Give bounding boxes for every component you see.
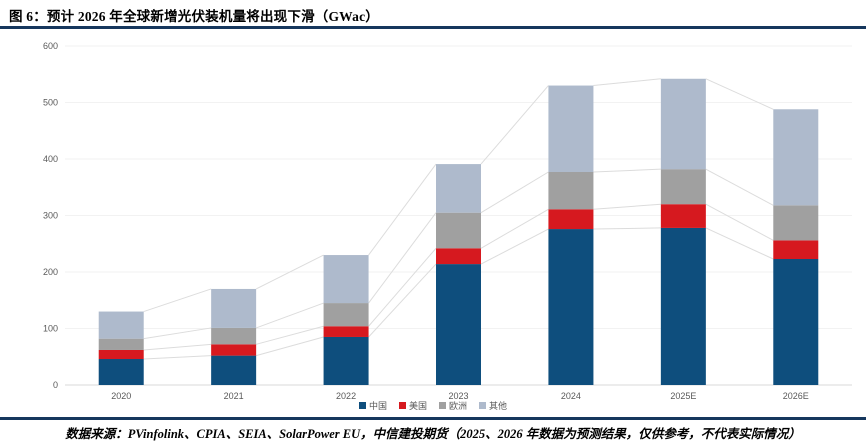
- legend-swatch: [479, 402, 487, 409]
- bar-segment-美国: [323, 326, 369, 337]
- bar-segment-美国: [548, 209, 594, 230]
- bar-segment-中国: [323, 336, 369, 385]
- bar-segment-其他: [660, 78, 706, 170]
- bar-segment-美国: [773, 240, 819, 260]
- bar-segment-其他: [211, 288, 257, 328]
- bar-segment-美国: [660, 204, 706, 228]
- bar-segment-美国: [98, 349, 144, 360]
- bars-group: [98, 78, 819, 385]
- bar-segment-中国: [436, 264, 481, 385]
- bar-segment-欧洲: [323, 303, 369, 327]
- bar-segment-其他: [323, 255, 369, 304]
- bar-segment-其他: [773, 109, 819, 206]
- footer-divider: [0, 417, 866, 420]
- y-axis-labels: 0 100 200 300 400 500 600: [43, 41, 58, 390]
- x-tick-label: 2025E: [670, 391, 696, 401]
- bar-segment-其他: [98, 311, 144, 339]
- y-tick-label: 100: [43, 324, 58, 334]
- legend-item-欧洲: 欧洲: [439, 399, 467, 412]
- legend-item-中国: 中国: [358, 399, 387, 412]
- legend-label: 欧洲: [449, 401, 468, 411]
- x-tick-label: 2024: [561, 391, 581, 401]
- y-tick-label: 500: [43, 98, 58, 108]
- x-tick-label: 2026E: [783, 391, 809, 401]
- legend-item-美国: 美国: [398, 399, 427, 412]
- x-tick-label: 2021: [224, 391, 244, 401]
- legend-swatch: [398, 402, 406, 409]
- bar-segment-欧洲: [773, 205, 819, 241]
- bar-segment-美国: [211, 344, 257, 356]
- y-tick-label: 200: [43, 267, 58, 277]
- legend-label: 中国: [368, 401, 387, 411]
- bar-segment-中国: [211, 355, 257, 385]
- bar-segment-美国: [436, 248, 481, 265]
- x-tick-label: 2022: [336, 391, 356, 401]
- figure-title: 图 6：预计 2026 年全球新增光伏装机量将出现下滑（GWac）: [9, 9, 379, 24]
- bar-segment-中国: [548, 229, 594, 385]
- chart-legend: 中国 美国 欧洲 其他: [0, 399, 866, 412]
- y-tick-label: 0: [53, 380, 58, 390]
- bar-segment-中国: [660, 227, 706, 385]
- title-divider: [0, 26, 866, 29]
- legend-swatch: [358, 402, 366, 409]
- bar-segment-欧洲: [98, 338, 144, 350]
- y-tick-label: 600: [43, 41, 58, 51]
- legend-label: 其他: [489, 401, 508, 411]
- bar-segment-欧洲: [211, 327, 257, 345]
- bar-segment-中国: [98, 359, 144, 385]
- bar-segment-欧洲: [548, 171, 594, 210]
- bar-segment-欧洲: [660, 169, 706, 205]
- data-source-note: 数据来源：PVinfolink、CPIA、SEIA、SolarPower EU，…: [65, 427, 801, 441]
- y-tick-label: 300: [43, 211, 58, 221]
- x-axis-labels: 2020 2021 2022 2023 2024 2025E 2026E: [111, 391, 809, 401]
- legend-item-其他: 其他: [479, 399, 507, 412]
- x-tick-label: 2023: [448, 391, 468, 401]
- bar-segment-其他: [436, 164, 481, 213]
- x-tick-label: 2020: [111, 391, 131, 401]
- bar-segment-欧洲: [436, 212, 481, 249]
- legend-label: 美国: [408, 401, 427, 411]
- bar-segment-其他: [548, 85, 594, 172]
- y-tick-label: 400: [43, 154, 58, 164]
- bar-segment-中国: [773, 259, 819, 385]
- legend-swatch: [439, 402, 446, 409]
- series-connector-lines: [143, 78, 774, 360]
